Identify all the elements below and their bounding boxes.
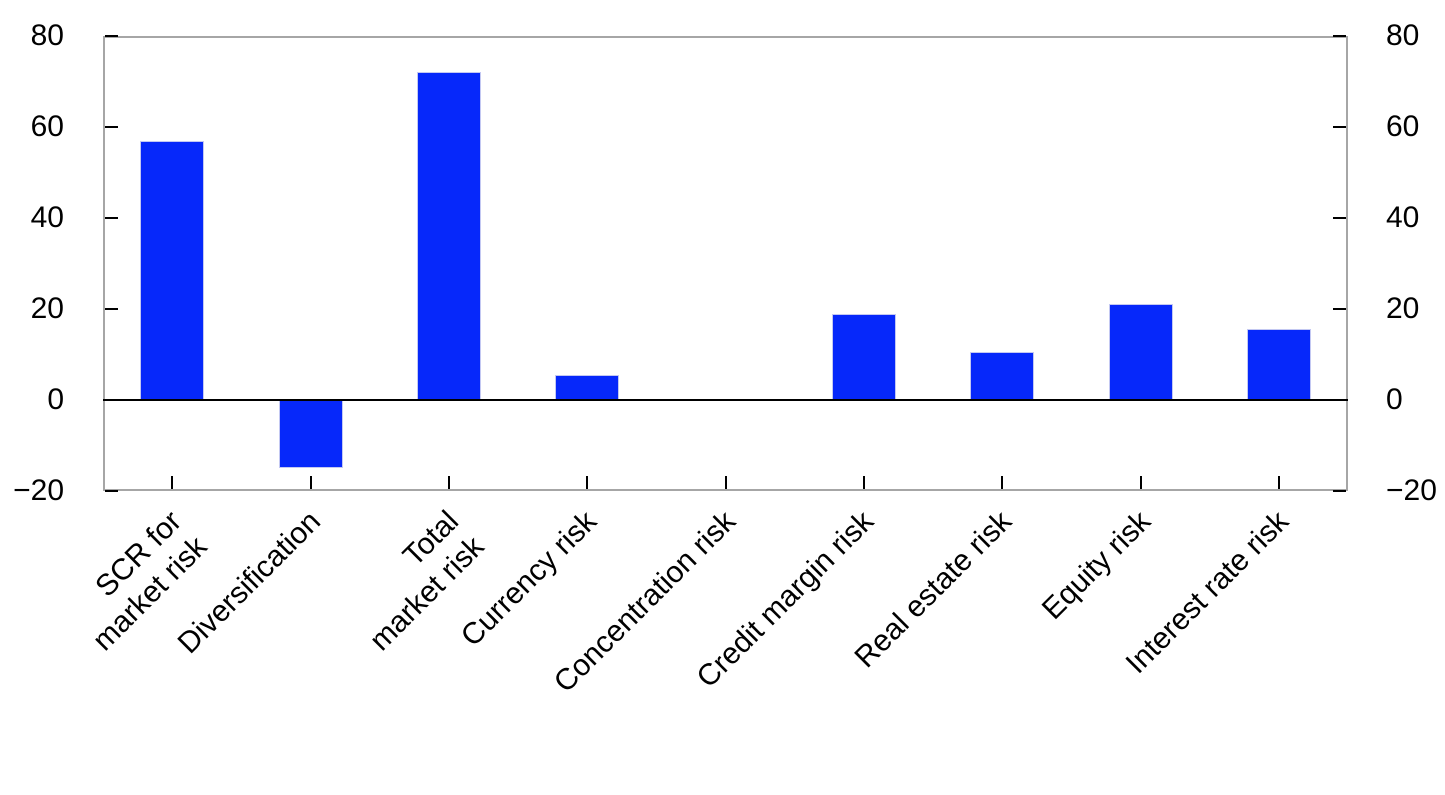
- y-tick-left: [105, 399, 118, 401]
- x-axis-tick-label-real-estate-risk: Real estate risk: [848, 504, 1019, 675]
- x-tick: [862, 476, 865, 489]
- y-axis-tick-label-left: 0: [47, 383, 64, 416]
- y-axis-tick-label-right: 20: [1386, 292, 1420, 325]
- y-tick-left: [105, 490, 118, 492]
- bar-scr-for-market-risk: [140, 140, 205, 400]
- y-tick-right: [1333, 399, 1346, 401]
- y-tick-right: [1333, 490, 1346, 492]
- y-axis-tick-label-left: 20: [30, 292, 64, 325]
- x-tick: [1139, 476, 1142, 489]
- bar-real-estate-risk: [970, 352, 1035, 400]
- y-axis-tick-label-right: 40: [1386, 201, 1420, 234]
- y-axis-tick-label-left: 80: [30, 19, 64, 52]
- bar-interest-rate-risk: [1246, 329, 1311, 400]
- y-tick-left: [105, 308, 118, 310]
- y-tick-right: [1333, 35, 1346, 37]
- y-axis-tick-label-right: 0: [1386, 383, 1403, 416]
- x-tick: [724, 476, 727, 489]
- y-tick-right: [1333, 308, 1346, 310]
- bar-diversification: [278, 400, 343, 469]
- bar-total-market-risk: [416, 72, 481, 400]
- plot-frame: [103, 36, 1348, 491]
- x-tick: [1277, 476, 1280, 489]
- y-axis-tick-label-right: −20: [1386, 474, 1437, 507]
- x-tick: [309, 476, 312, 489]
- y-tick-left: [105, 217, 118, 219]
- y-axis-tick-label-left: −20: [13, 474, 64, 507]
- x-tick: [586, 476, 589, 489]
- x-tick: [171, 476, 174, 489]
- y-axis-tick-label-left: 40: [30, 201, 64, 234]
- x-tick: [447, 476, 450, 489]
- y-tick-left: [105, 35, 118, 37]
- x-axis-tick-label-equity-risk: Equity risk: [1035, 504, 1157, 626]
- bar-chart: 80 80 60 60 40 40 20 20 0 0 −20 −20 SCR for market r…: [13, 19, 1437, 699]
- x-axis-tick-label-interest-rate-risk: Interest rate risk: [1119, 504, 1295, 681]
- x-tick: [1001, 476, 1004, 489]
- bar-currency-risk: [555, 374, 620, 400]
- x-axis-tick-label-credit-margin-risk: Credit margin risk: [690, 504, 880, 695]
- y-axis-tick-label-left: 60: [30, 110, 64, 143]
- zero-axis-line: [103, 399, 1348, 401]
- y-axis-tick-label-right: 80: [1386, 19, 1420, 52]
- bar-credit-margin-risk: [831, 313, 896, 400]
- y-tick-left: [105, 126, 118, 128]
- bar-equity-risk: [1108, 304, 1173, 400]
- y-tick-right: [1333, 217, 1346, 219]
- y-tick-right: [1333, 126, 1346, 128]
- x-axis-tick-label-concentration-risk: Concentration risk: [547, 504, 742, 700]
- y-axis-tick-label-right: 60: [1386, 110, 1420, 143]
